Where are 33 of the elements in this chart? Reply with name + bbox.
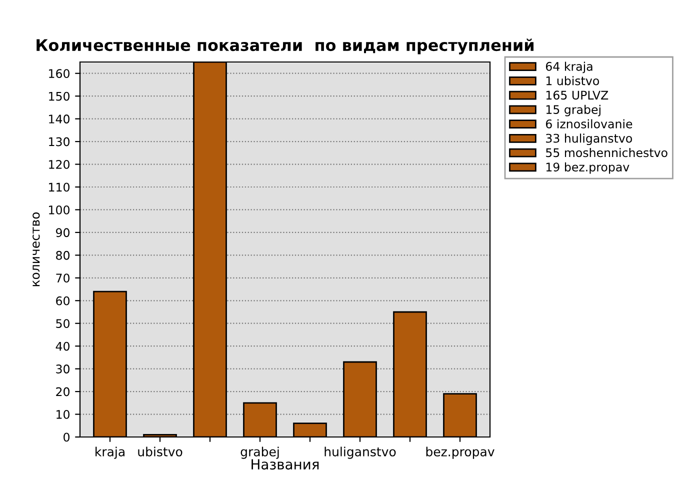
y-tick-label: 140 [49,114,70,124]
y-tick-label: 80 [56,250,70,260]
x-tick-label: kraja [96,446,124,459]
legend-label: 165 UPLVZ [546,90,608,100]
x-tick-label: grabej [240,446,279,459]
legend-label: 6 iznosilovanie [546,119,632,128]
y-tick-label: 70 [56,274,70,283]
legend-label: 19 bez.propav [546,162,630,174]
x-tick-label: ubistvo [138,446,182,456]
y-tick-label: 90 [56,228,70,238]
y-tick-label: 20 [56,387,70,396]
legend-label: 1 ubistvo [546,76,599,86]
y-tick-label: 0 [64,432,70,442]
y-tick-label: 10 [56,410,70,419]
y-tick-label: 120 [49,160,70,169]
y-tick-label: 100 [49,205,70,214]
legend-label: 15 grabej [546,104,600,116]
legend-label: 64 kraja [546,62,592,74]
legend-label: 33 huliganstvo [546,134,632,146]
y-tick-label: 130 [49,137,70,146]
x-axis-title: Названия [252,459,319,470]
y-tick-label: 40 [56,342,70,351]
chart-title: Количественные показатели по видам преступлений [36,38,534,54]
legend-label: 55 moshennichestvo [546,148,668,158]
y-axis-title: количество [32,212,40,286]
y-tick-label: 60 [56,296,70,306]
x-tick-label: bez.propav [426,446,494,459]
y-tick-label: 150 [49,92,70,101]
y-tick-label: 50 [56,319,70,328]
x-tick-label: huliganstvo [324,446,396,459]
y-tick-label: 30 [56,364,70,374]
y-tick-label: 160 [49,69,70,78]
y-tick-label: 110 [49,182,70,192]
